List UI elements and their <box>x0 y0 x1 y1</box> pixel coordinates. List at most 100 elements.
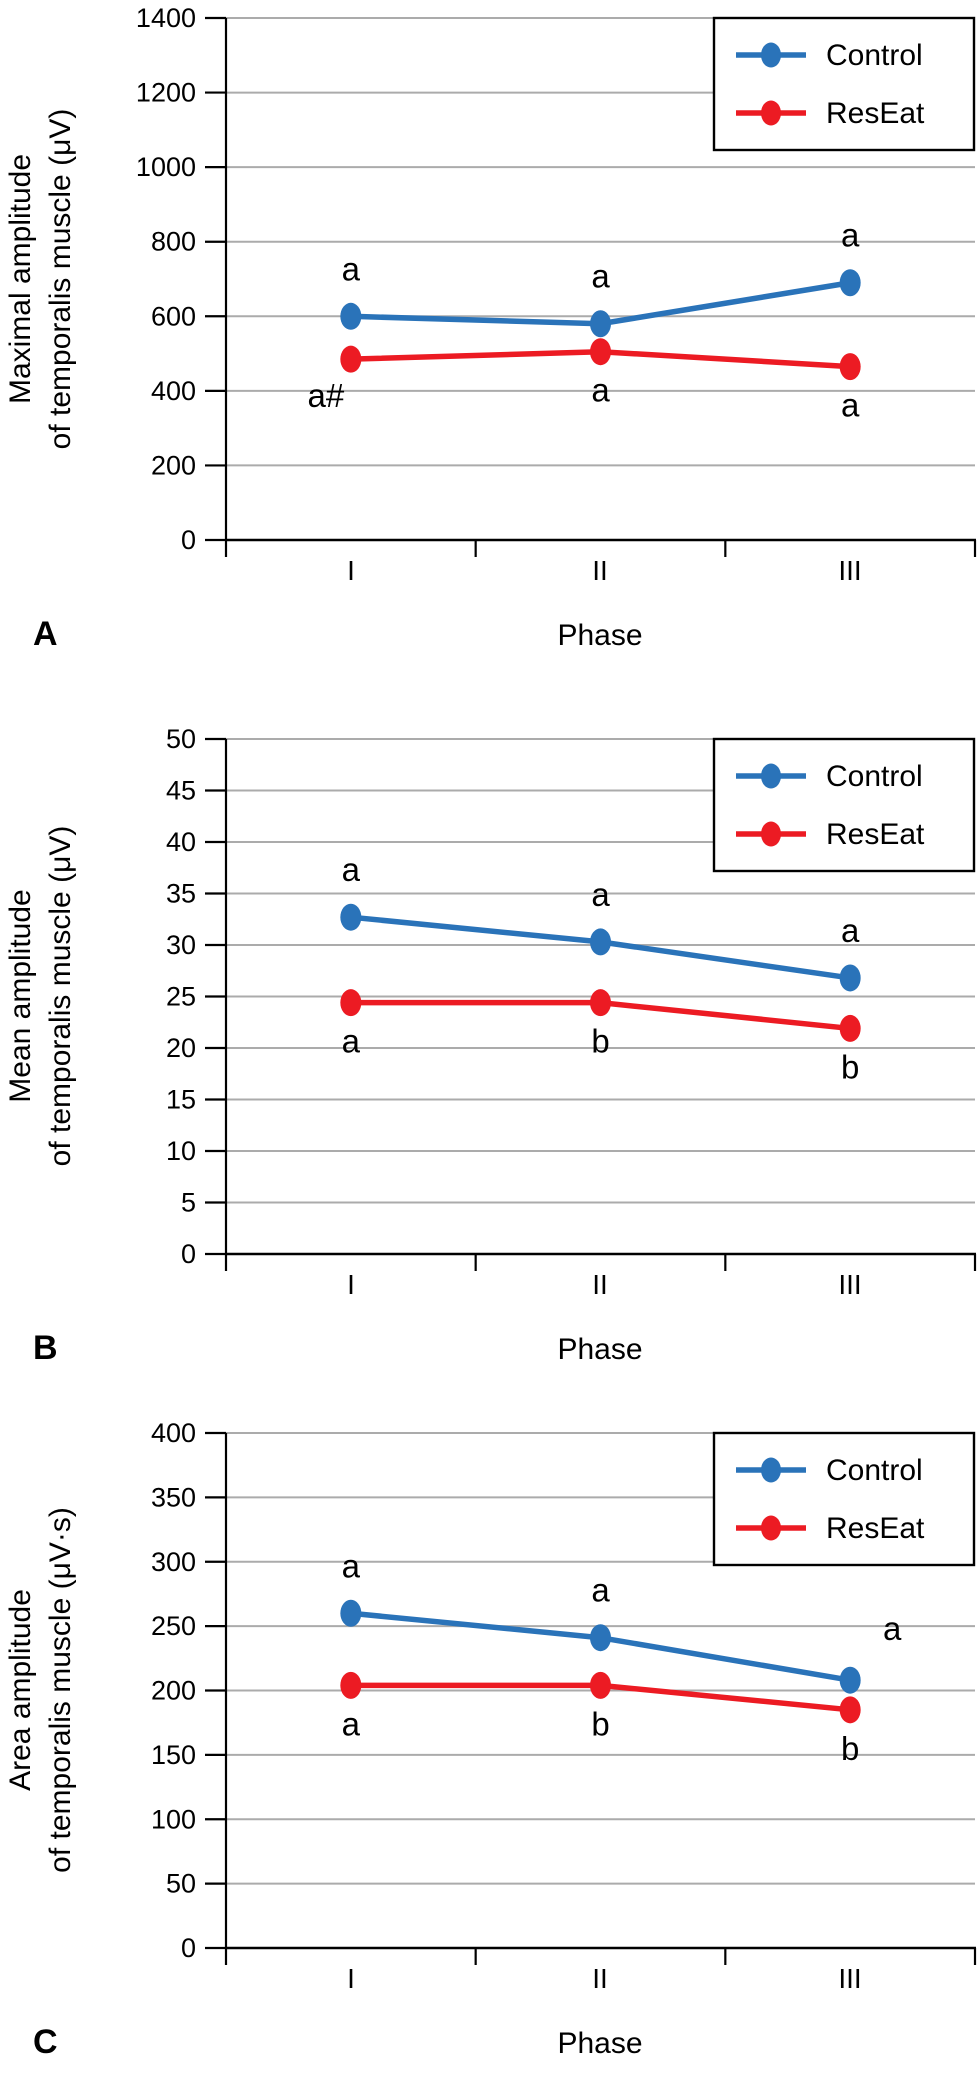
y-tick-label: 1400 <box>136 3 196 33</box>
data-point-reseat-III <box>839 1014 861 1042</box>
y-tick-label: 250 <box>151 1611 196 1641</box>
category-label-III: III <box>838 555 861 586</box>
y-tick-label: 300 <box>151 1547 196 1577</box>
panel-B-legend: Control ResEat <box>712 737 976 873</box>
y-tick-label: 50 <box>166 1869 196 1899</box>
panel-C-legend: Control ResEat <box>712 1431 976 1567</box>
data-point-control-III <box>839 964 861 992</box>
significance-label: a <box>342 1023 361 1060</box>
legend-label-control: Control <box>826 39 923 72</box>
y-tick-label: 25 <box>166 982 196 1012</box>
legend-marker-reseat <box>761 821 781 847</box>
panel-C-plot: 0 50 100 150 200 250 300 350 400 a a a a b b <box>151 1418 977 1965</box>
y-tick-label: 600 <box>151 301 196 331</box>
data-point-control-III <box>839 1666 861 1694</box>
panel-letter-A: A <box>33 615 58 653</box>
legend-marker-control <box>761 1457 781 1483</box>
category-label-I: I <box>347 555 355 586</box>
significance-label: b <box>591 1023 609 1060</box>
significance-label: a <box>591 372 610 409</box>
y-tick-label: 40 <box>166 827 196 857</box>
y-tick-label: 0 <box>181 1933 196 1963</box>
category-label-I: I <box>347 1269 355 1300</box>
panel-letter-C: C <box>33 2023 58 2061</box>
legend-marker-control <box>761 763 781 789</box>
legend-box <box>712 1431 976 1567</box>
data-point-control-I <box>340 302 362 330</box>
y-axis-title-line1: Maximal amplitude <box>4 154 37 404</box>
category-label-III: III <box>838 1269 861 1300</box>
y-tick-label: 400 <box>151 1418 196 1448</box>
legend-label-reseat: ResEat <box>826 97 925 130</box>
significance-label: a <box>342 250 361 287</box>
category-label-II: II <box>592 1269 608 1300</box>
legend-box <box>712 737 976 873</box>
y-tick-label: 10 <box>166 1136 196 1166</box>
y-tick-label: 800 <box>151 227 196 257</box>
y-axis-title-line2: of temporalis muscle (μV) <box>44 826 77 1167</box>
y-tick-label: 45 <box>166 776 196 806</box>
y-tick-label: 100 <box>151 1804 196 1834</box>
category-label-I: I <box>347 1963 355 1994</box>
panel-B-chart: 0 5 10 15 20 25 30 35 40 45 50 a a a a b b Control ResEa… <box>4 724 977 1367</box>
category-label-II: II <box>592 1963 608 1994</box>
significance-label: a <box>591 1572 610 1609</box>
panel-A: 0 200 400 600 800 1000 1200 1400 a a a a# a a Control… <box>0 0 980 694</box>
data-point-control-III <box>839 269 861 297</box>
significance-label: a# <box>307 377 344 414</box>
significance-label: b <box>841 1730 859 1767</box>
significance-label: a <box>591 258 610 295</box>
y-tick-label: 200 <box>151 1676 196 1706</box>
panel-A-legend: Control ResEat <box>712 16 976 152</box>
data-point-control-II <box>590 310 611 338</box>
x-axis-title: Phase <box>557 2027 642 2060</box>
panel-A-chart: 0 200 400 600 800 1000 1200 1400 a a a a# a a Control… <box>4 3 977 653</box>
panel-A-plot: 0 200 400 600 800 1000 1200 1400 a a a a# a a <box>136 3 977 557</box>
y-tick-label: 1000 <box>136 152 196 182</box>
y-axis-title-line2: of temporalis muscle (μV·s) <box>44 1507 77 1873</box>
y-tick-label: 5 <box>181 1188 196 1218</box>
x-axis-title: Phase <box>557 619 642 652</box>
legend-marker-reseat <box>761 100 781 126</box>
data-point-reseat-II <box>590 989 611 1017</box>
significance-label: a <box>841 217 860 254</box>
data-point-reseat-II <box>590 1671 611 1699</box>
data-point-reseat-I <box>340 1671 362 1699</box>
data-point-control-I <box>340 1599 362 1627</box>
legend-label-control: Control <box>826 1454 923 1487</box>
significance-label: a <box>883 1610 902 1647</box>
significance-label: a <box>591 876 610 913</box>
significance-label: a <box>841 912 860 949</box>
y-tick-label: 35 <box>166 879 196 909</box>
y-tick-label: 0 <box>181 525 196 555</box>
x-axis-title: Phase <box>557 1333 642 1366</box>
significance-label: b <box>591 1705 609 1742</box>
y-tick-label: 400 <box>151 376 196 406</box>
legend-marker-control <box>761 42 781 68</box>
y-tick-label: 15 <box>166 1085 196 1115</box>
category-label-III: III <box>838 1963 861 1994</box>
y-tick-label: 1200 <box>136 78 196 108</box>
y-tick-label: 20 <box>166 1033 196 1063</box>
data-point-reseat-III <box>839 353 861 381</box>
y-tick-label: 0 <box>181 1239 196 1269</box>
significance-label: a <box>342 851 361 888</box>
data-point-reseat-I <box>340 989 362 1017</box>
legend-marker-reseat <box>761 1515 781 1541</box>
data-point-control-II <box>590 1624 611 1652</box>
legend-label-reseat: ResEat <box>826 1512 925 1545</box>
significance-label: a <box>342 1547 361 1584</box>
y-tick-label: 50 <box>166 724 196 754</box>
data-point-control-II <box>590 928 611 956</box>
significance-label: a <box>342 1705 361 1742</box>
y-axis-title-line1: Area amplitude <box>4 1589 37 1791</box>
panel-B: 0 5 10 15 20 25 30 35 40 45 50 a a a a b b Control ResEa… <box>0 694 980 1388</box>
category-label-II: II <box>592 555 608 586</box>
panel-C-chart: 0 50 100 150 200 250 300 350 400 a a a a b b Control R… <box>4 1418 977 2061</box>
data-point-reseat-III <box>839 1696 861 1724</box>
y-axis-title-line1: Mean amplitude <box>4 889 37 1102</box>
panel-B-plot: 0 5 10 15 20 25 30 35 40 45 50 a a a a b b <box>166 724 977 1271</box>
data-point-reseat-II <box>590 338 611 366</box>
significance-label: a <box>841 387 860 424</box>
panel-letter-B: B <box>33 1329 58 1367</box>
